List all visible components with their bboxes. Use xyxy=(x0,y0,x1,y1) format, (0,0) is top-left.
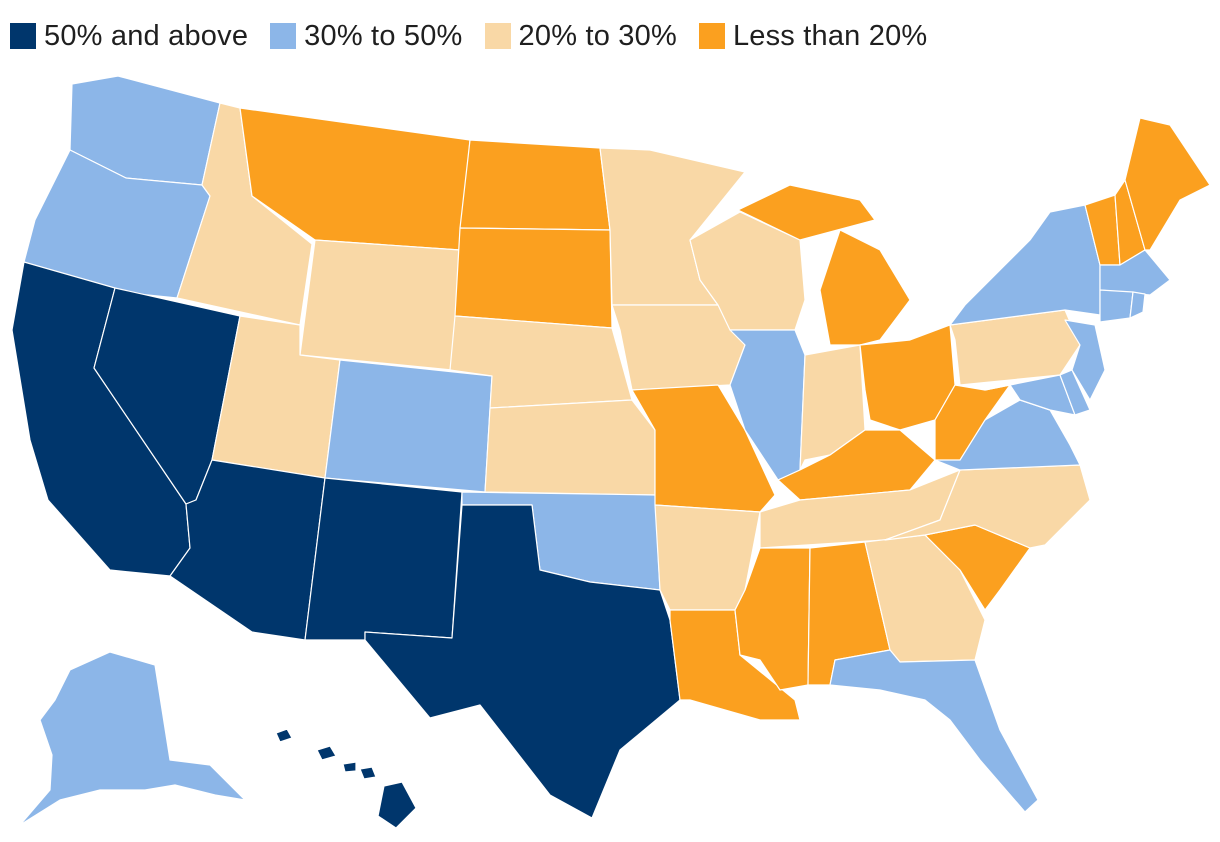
state-maine[interactable] xyxy=(1124,117,1211,251)
state-new-jersey[interactable] xyxy=(1064,319,1106,401)
map-legend: 50% and above 30% to 50% 20% to 30% Less… xyxy=(10,16,949,56)
state-missouri[interactable] xyxy=(631,384,776,513)
state-michigan[interactable] xyxy=(737,184,911,346)
state-new-mexico[interactable] xyxy=(304,477,463,641)
state-delaware[interactable] xyxy=(1059,369,1091,416)
state-colorado[interactable] xyxy=(324,359,493,493)
legend-item-lowmid: 20% to 30% xyxy=(484,19,677,53)
legend-item-mid: 30% to 50% xyxy=(270,20,462,53)
state-west-virginia[interactable] xyxy=(934,384,1011,461)
legend-item-high: 50% and above xyxy=(10,20,248,53)
state-florida[interactable] xyxy=(829,649,1039,813)
state-kansas[interactable] xyxy=(484,399,656,496)
state-alaska[interactable] xyxy=(19,651,246,826)
legend-label-high: 50% and above xyxy=(44,19,249,52)
legend-swatch-low xyxy=(698,23,725,49)
state-texas[interactable] xyxy=(364,504,681,819)
state-rhode-island[interactable] xyxy=(1129,291,1146,319)
state-virginia[interactable] xyxy=(934,399,1081,471)
legend-item-low: Less than 20% xyxy=(698,19,928,53)
legend-label-low: Less than 20% xyxy=(732,19,928,52)
state-connecticut[interactable] xyxy=(1099,289,1134,323)
legend-label-lowmid: 20% to 30% xyxy=(518,19,677,52)
legend-swatch-lowmid xyxy=(484,23,511,49)
state-south-dakota[interactable] xyxy=(454,227,613,329)
state-new-york[interactable] xyxy=(949,204,1101,326)
legend-swatch-mid xyxy=(270,23,297,49)
state-wyoming[interactable] xyxy=(299,239,461,371)
legend-label-mid: 30% to 50% xyxy=(304,19,463,52)
state-hawaii[interactable] xyxy=(275,728,417,829)
legend-swatch-high xyxy=(10,23,36,49)
state-north-dakota[interactable] xyxy=(459,139,611,231)
